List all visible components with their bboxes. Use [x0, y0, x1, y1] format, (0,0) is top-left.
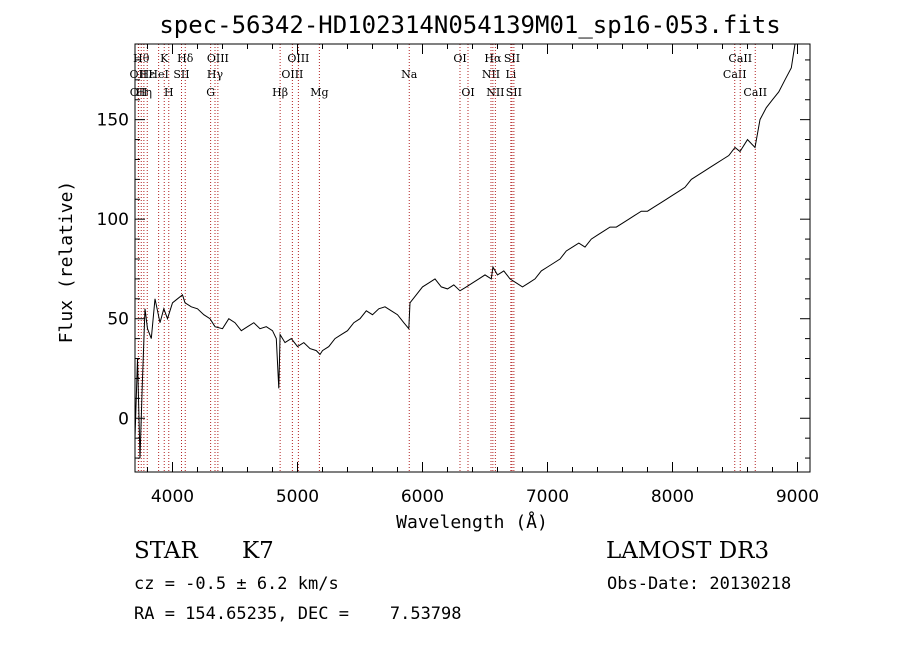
marker-label: Hε: [140, 68, 156, 81]
marker-label: HeI: [148, 68, 168, 81]
marker-label: G: [206, 86, 215, 99]
y-tick-label: 100: [97, 210, 129, 230]
coordinates: RA = 154.65235, DEC = 7.53798: [134, 604, 462, 624]
x-tick-label: 6000: [401, 487, 444, 507]
redshift-cz: cz = -0.5 ± 6.2 km/s: [134, 574, 339, 594]
marker-label: Li: [505, 68, 516, 81]
y-tick-label: 0: [118, 409, 129, 429]
marker-label: OIII: [281, 68, 303, 81]
marker-label: NII: [482, 68, 500, 81]
marker-label: OIII: [287, 52, 309, 65]
marker-label: Hη: [136, 86, 152, 99]
line-markers: OIIOIIHθHηHεHeIKHSIIHδGHγOIIIHβOIIIOIIIM…: [130, 44, 767, 472]
marker-label: SII: [504, 52, 520, 65]
chart-title: spec-56342-HD102314N054139M01_sp16-053.f…: [159, 11, 780, 39]
obs-date: Obs-Date: 20130218: [607, 574, 792, 594]
marker-label: CaII: [728, 52, 752, 65]
marker-label: OIII: [207, 52, 229, 65]
marker-label: Mg: [310, 86, 328, 99]
marker-label: SII: [506, 86, 522, 99]
x-axis-label: Wavelength (Å): [396, 511, 548, 533]
object-class: STAR: [134, 538, 198, 564]
marker-label: NII: [486, 86, 504, 99]
marker-label: CaII: [723, 68, 747, 81]
marker-label: Hδ: [177, 52, 194, 65]
x-tick-label: 9000: [776, 487, 819, 507]
marker-label: OI: [453, 52, 466, 65]
x-axis: 4000 5000 6000 7000 8000 9000: [147, 44, 819, 507]
y-tick-label: 50: [107, 310, 129, 330]
marker-label: Hγ: [207, 68, 224, 81]
marker-label: OII: [130, 86, 148, 99]
flux-series-line: [134, 43, 796, 459]
y-tick-label: 150: [97, 111, 129, 131]
x-tick-label: 8000: [651, 487, 694, 507]
spectral-subclass: K7: [242, 538, 274, 564]
plot-frame: [134, 43, 811, 473]
survey-name: LAMOST DR3: [606, 538, 770, 564]
marker-label: Hβ: [272, 86, 288, 99]
marker-label: H: [164, 86, 174, 99]
marker-label: K: [160, 52, 169, 65]
marker-label: Na: [401, 68, 418, 81]
marker-label: SII: [173, 68, 189, 81]
y-axis-label: Flux (relative): [56, 181, 77, 344]
marker-label: Hα: [484, 52, 502, 65]
x-tick-label: 4000: [151, 487, 194, 507]
x-tick-label: 5000: [276, 487, 319, 507]
x-tick-label: 7000: [526, 487, 569, 507]
marker-label: CaII: [743, 86, 767, 99]
marker-label: Hθ: [133, 52, 150, 65]
marker-label: OI: [461, 86, 474, 99]
y-axis: 0 50 100 150: [97, 59, 810, 459]
